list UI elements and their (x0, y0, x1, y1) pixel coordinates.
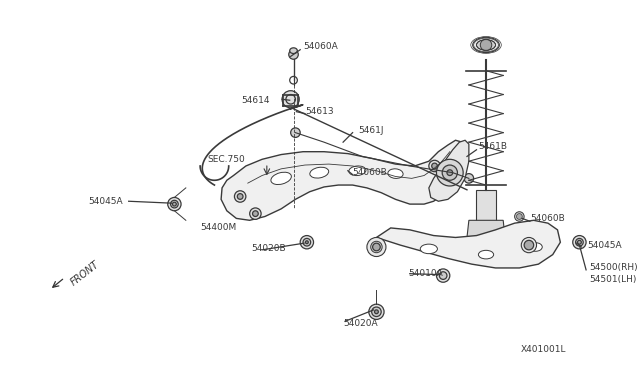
Circle shape (173, 202, 176, 206)
Polygon shape (429, 140, 469, 201)
Text: 54060A: 54060A (303, 42, 338, 51)
Ellipse shape (522, 237, 536, 253)
Circle shape (440, 177, 452, 189)
Circle shape (282, 91, 300, 108)
Circle shape (516, 214, 522, 219)
Circle shape (436, 269, 450, 282)
Circle shape (168, 198, 181, 211)
Text: 54020B: 54020B (252, 244, 286, 253)
Circle shape (300, 235, 314, 249)
Ellipse shape (420, 244, 437, 254)
Circle shape (432, 163, 437, 169)
Text: 5461B: 5461B (479, 142, 508, 151)
Circle shape (369, 304, 384, 320)
Text: SEC.750: SEC.750 (208, 155, 246, 164)
Circle shape (577, 240, 581, 244)
Circle shape (250, 208, 261, 219)
Text: FRONT: FRONT (68, 260, 101, 288)
Circle shape (291, 128, 300, 137)
Ellipse shape (473, 37, 499, 52)
Text: 54613: 54613 (305, 107, 333, 116)
Circle shape (443, 180, 449, 186)
Ellipse shape (529, 243, 542, 251)
Circle shape (372, 243, 380, 251)
Circle shape (303, 238, 310, 246)
Circle shape (237, 193, 243, 199)
Text: 54020A: 54020A (343, 319, 378, 328)
Circle shape (524, 240, 534, 250)
Ellipse shape (349, 166, 366, 176)
Ellipse shape (310, 167, 329, 178)
Text: 54500(RH): 54500(RH) (589, 263, 637, 272)
Text: 54400M: 54400M (200, 224, 236, 232)
Text: X401001L: X401001L (520, 346, 566, 355)
Ellipse shape (477, 40, 495, 50)
Circle shape (515, 212, 524, 221)
Ellipse shape (479, 250, 493, 259)
Circle shape (305, 241, 308, 244)
Text: 54010A: 54010A (408, 269, 443, 278)
Text: 54060B: 54060B (530, 214, 564, 223)
Ellipse shape (271, 172, 291, 185)
Circle shape (289, 50, 298, 59)
Polygon shape (477, 190, 495, 223)
Circle shape (171, 200, 178, 208)
Circle shape (372, 307, 381, 317)
Circle shape (447, 170, 452, 176)
Text: 54045A: 54045A (587, 241, 621, 250)
Polygon shape (221, 140, 467, 220)
Circle shape (573, 235, 586, 249)
Circle shape (429, 160, 440, 172)
Text: 54501(LH): 54501(LH) (589, 275, 636, 284)
Polygon shape (467, 220, 505, 237)
Circle shape (442, 165, 458, 180)
Text: 5461J: 5461J (358, 126, 384, 135)
Text: 54614: 54614 (241, 96, 269, 105)
Text: 54060B: 54060B (353, 168, 387, 177)
Ellipse shape (367, 237, 386, 257)
Circle shape (464, 174, 474, 183)
Circle shape (234, 191, 246, 202)
Circle shape (374, 310, 378, 314)
Polygon shape (376, 220, 561, 268)
Ellipse shape (371, 241, 382, 253)
Circle shape (480, 39, 492, 51)
Circle shape (439, 272, 447, 279)
Circle shape (575, 238, 583, 246)
Ellipse shape (290, 48, 298, 54)
Ellipse shape (388, 169, 403, 179)
Circle shape (253, 211, 259, 217)
Circle shape (436, 159, 463, 186)
Text: 54045A: 54045A (88, 197, 124, 206)
